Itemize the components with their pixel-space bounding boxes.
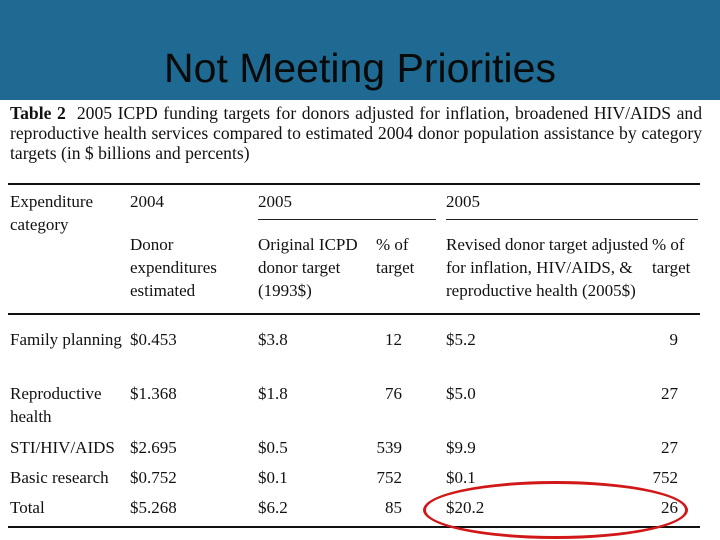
row-pct-revised: 9 [669, 330, 679, 349]
row-donor-2004: $0.453 [130, 330, 177, 349]
header-pct-original: % of target [376, 235, 415, 277]
row-donor-2004: $1.368 [130, 384, 177, 403]
header-year-2005-revised: 2005 [446, 192, 480, 211]
row-pct-original: 12 [385, 330, 402, 349]
row-original-target: $0.5 [258, 438, 288, 457]
header-revised-target: Revised donor target adjusted for inflat… [446, 235, 649, 300]
row-donor-2004: $0.752 [130, 468, 177, 487]
row-pct-revised: 27 [661, 438, 678, 457]
row-pct-original-total: 85 [385, 498, 402, 517]
row-category-total: Total [10, 498, 45, 517]
row-category: STI/HIV/AIDS [10, 438, 115, 457]
row-revised-target: $0.1 [446, 468, 476, 487]
row-donor-2004-total: $5.268 [130, 498, 177, 517]
table-top-rule [8, 183, 700, 185]
row-pct-revised: 752 [652, 468, 679, 487]
row-category: Basic research [10, 468, 109, 487]
row-category: Reproductive health [10, 384, 102, 426]
slide-title: Not Meeting Priorities [164, 45, 556, 91]
row-original-target: $3.8 [258, 330, 288, 349]
row-pct-original: 76 [385, 384, 402, 403]
row-pct-original: 752 [376, 468, 403, 487]
header-original-target: Original ICPD donor target (1993$) [258, 235, 358, 300]
row-revised-target: $5.0 [446, 384, 476, 403]
header-pct-revised: % of target [652, 235, 691, 277]
table-bottom-rule [8, 526, 700, 528]
table-label: Table 2 [10, 103, 66, 123]
title-bar [0, 0, 720, 100]
row-pct-revised: 27 [661, 384, 678, 403]
header-bottom-rule [8, 313, 700, 315]
row-revised-target: $9.9 [446, 438, 476, 457]
table-caption-text: 2005 ICPD funding targets for donors adj… [10, 103, 702, 163]
row-donor-2004: $2.695 [130, 438, 177, 457]
row-category: Family planning [10, 330, 122, 349]
header-year-2004: 2004 [130, 192, 164, 211]
header-year-2005-original: 2005 [258, 192, 292, 211]
row-original-target: $1.8 [258, 384, 288, 403]
highlight-circle [423, 481, 688, 539]
header-rule-revised [446, 219, 698, 220]
header-rule-original [258, 219, 436, 220]
row-original-target-total: $6.2 [258, 498, 288, 517]
row-revised-target: $5.2 [446, 330, 476, 349]
row-original-target: $0.1 [258, 468, 288, 487]
header-category: Expenditure category [10, 192, 94, 234]
header-donor-expenditures: Donor expenditures estimated [130, 235, 217, 300]
table-caption: Table 2 2005 ICPD funding targets for do… [10, 103, 702, 163]
row-pct-original: 539 [376, 438, 403, 457]
